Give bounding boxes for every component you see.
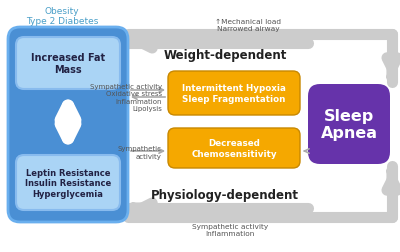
Text: Intermittent Hypoxia
Sleep Fragmentation: Intermittent Hypoxia Sleep Fragmentation [182,84,286,103]
FancyBboxPatch shape [168,129,300,168]
Text: Sympathetic
activity: Sympathetic activity [118,146,162,159]
Text: Sleep
Apnea: Sleep Apnea [320,108,378,141]
Text: ↑Mechanical load
Narrowed airway: ↑Mechanical load Narrowed airway [215,18,281,32]
FancyBboxPatch shape [16,155,120,210]
Text: Leptin Resistance
Insulin Resistance
Hyperglycemia: Leptin Resistance Insulin Resistance Hyp… [25,168,111,198]
Text: Decreased
Chemosensitivity: Decreased Chemosensitivity [191,139,277,158]
Text: Obesity
Type 2 Diabetes: Obesity Type 2 Diabetes [26,7,98,26]
FancyBboxPatch shape [16,38,120,90]
Text: Weight-dependent: Weight-dependent [163,48,287,61]
Text: Physiology-dependent: Physiology-dependent [151,188,299,201]
Text: Sympathetic activity
Oxidative stress
Inflammation
Lipolysis: Sympathetic activity Oxidative stress In… [90,84,162,111]
Text: Sympathetic activity
Inflammation: Sympathetic activity Inflammation [192,224,268,237]
FancyBboxPatch shape [8,28,128,222]
FancyBboxPatch shape [168,72,300,115]
FancyBboxPatch shape [308,85,390,164]
Text: Increased Fat
Mass: Increased Fat Mass [31,53,105,75]
